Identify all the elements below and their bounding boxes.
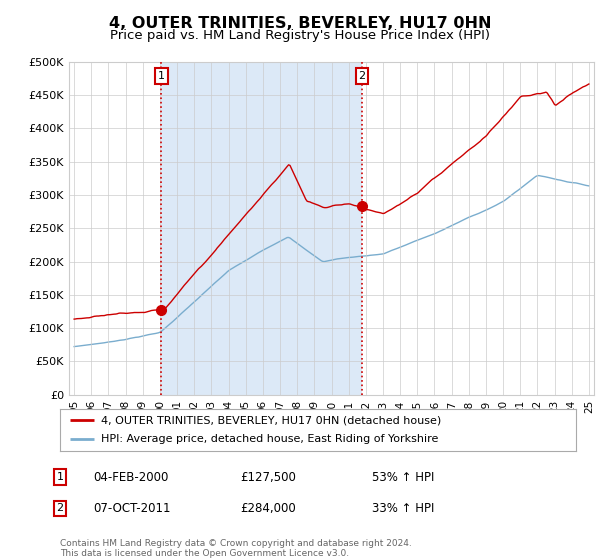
Text: £127,500: £127,500 bbox=[240, 470, 296, 484]
Text: 33% ↑ HPI: 33% ↑ HPI bbox=[372, 502, 434, 515]
Text: Price paid vs. HM Land Registry's House Price Index (HPI): Price paid vs. HM Land Registry's House … bbox=[110, 29, 490, 42]
Text: HPI: Average price, detached house, East Riding of Yorkshire: HPI: Average price, detached house, East… bbox=[101, 435, 439, 445]
Text: 07-OCT-2011: 07-OCT-2011 bbox=[93, 502, 170, 515]
Text: 1: 1 bbox=[56, 472, 64, 482]
Text: £284,000: £284,000 bbox=[240, 502, 296, 515]
Text: 4, OUTER TRINITIES, BEVERLEY, HU17 0HN (detached house): 4, OUTER TRINITIES, BEVERLEY, HU17 0HN (… bbox=[101, 415, 442, 425]
Text: 2: 2 bbox=[358, 71, 365, 81]
Bar bbox=[161, 62, 362, 395]
Text: 4, OUTER TRINITIES, BEVERLEY, HU17 0HN: 4, OUTER TRINITIES, BEVERLEY, HU17 0HN bbox=[109, 16, 491, 31]
Text: 04-FEB-2000: 04-FEB-2000 bbox=[93, 470, 169, 484]
Text: 1: 1 bbox=[158, 71, 165, 81]
Text: 53% ↑ HPI: 53% ↑ HPI bbox=[372, 470, 434, 484]
Text: Contains HM Land Registry data © Crown copyright and database right 2024.
This d: Contains HM Land Registry data © Crown c… bbox=[60, 539, 412, 558]
Text: 2: 2 bbox=[56, 503, 64, 514]
